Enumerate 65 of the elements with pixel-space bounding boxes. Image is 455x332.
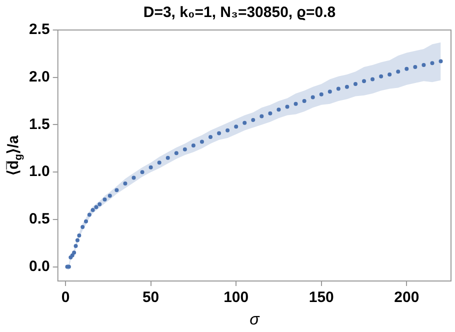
- point: [108, 194, 112, 198]
- x-tick-label: 0: [61, 289, 70, 306]
- point: [98, 202, 102, 206]
- x-tick-label: 50: [142, 289, 160, 306]
- y-tick-label: 1.5: [28, 116, 50, 133]
- point: [294, 102, 298, 106]
- point: [310, 95, 315, 100]
- point: [75, 238, 80, 242]
- point: [328, 90, 332, 94]
- point: [80, 225, 85, 230]
- y-tick-label: 2.0: [28, 68, 50, 86]
- point: [370, 77, 375, 82]
- point: [430, 61, 434, 66]
- y-tick-label: 1.0: [28, 163, 50, 180]
- point: [285, 104, 290, 109]
- point: [94, 205, 98, 210]
- y-axis-title: ⟨d̅g⟩/a: [5, 134, 24, 176]
- point: [251, 118, 256, 122]
- chart-title: D=3, k₀=1, N₃=30850, ϱ=0.8: [143, 4, 336, 22]
- point: [260, 114, 264, 118]
- point: [379, 74, 384, 78]
- point: [268, 111, 272, 116]
- point: [302, 99, 306, 104]
- y-tick-label: 0.0: [28, 258, 50, 275]
- point: [72, 250, 76, 255]
- point: [123, 181, 128, 186]
- point: [336, 86, 340, 91]
- point: [90, 208, 95, 212]
- point: [226, 128, 230, 132]
- point: [242, 120, 247, 125]
- point: [413, 64, 418, 69]
- point: [102, 198, 107, 202]
- point: [140, 170, 144, 174]
- point: [87, 212, 92, 217]
- point: [84, 219, 88, 224]
- point: [74, 244, 78, 248]
- point: [344, 84, 349, 89]
- point: [422, 63, 426, 68]
- point: [404, 66, 409, 71]
- y-tick-label: 0.5: [28, 210, 50, 228]
- point: [157, 160, 162, 165]
- point: [132, 176, 136, 180]
- point: [353, 82, 358, 86]
- point: [77, 234, 82, 238]
- point: [362, 79, 366, 84]
- point: [191, 144, 196, 148]
- x-tick-label: 100: [224, 289, 249, 306]
- point: [438, 59, 443, 64]
- x-axis-title: σ: [250, 311, 261, 328]
- point: [276, 108, 281, 112]
- point: [200, 140, 204, 144]
- point: [114, 188, 119, 192]
- point: [148, 165, 153, 170]
- point: [388, 72, 392, 77]
- x-tick-label: 150: [308, 289, 334, 306]
- y-tick-label: 2.5: [28, 21, 50, 38]
- point: [208, 135, 213, 140]
- point: [319, 92, 324, 96]
- point: [182, 147, 187, 152]
- x-tick-label: 200: [394, 289, 420, 306]
- point: [217, 131, 222, 136]
- point: [174, 151, 178, 156]
- point: [234, 124, 238, 129]
- point: [166, 156, 170, 160]
- point: [396, 70, 400, 74]
